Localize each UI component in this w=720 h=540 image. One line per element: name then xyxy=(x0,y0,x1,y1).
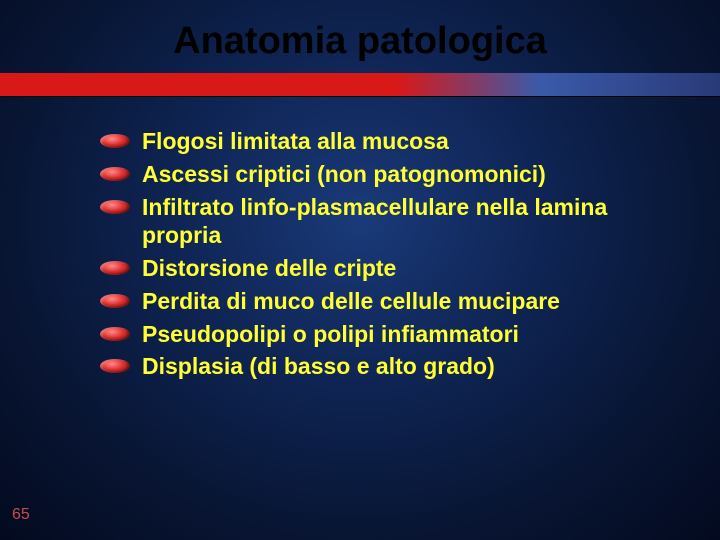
bullet-icon xyxy=(100,134,130,148)
bullet-icon xyxy=(100,327,130,341)
list-item-text: Distorsione delle cripte xyxy=(142,254,396,283)
list-item: Perdita di muco delle cellule mucipare xyxy=(100,287,630,316)
bullet-icon xyxy=(100,359,130,373)
list-item-text: Displasia (di basso e alto grado) xyxy=(142,352,495,381)
bullet-icon xyxy=(100,167,130,181)
list-item: Distorsione delle cripte xyxy=(100,254,630,283)
bullet-icon xyxy=(100,294,130,308)
divider-bar xyxy=(0,73,720,97)
list-item: Flogosi limitata alla mucosa xyxy=(100,127,630,156)
page-number: 65 xyxy=(12,506,30,524)
list-item-text: Perdita di muco delle cellule mucipare xyxy=(142,287,560,316)
bullet-list: Flogosi limitata alla mucosa Ascessi cri… xyxy=(0,97,720,381)
bullet-icon xyxy=(100,261,130,275)
slide-title: Anatomia patologica xyxy=(0,0,720,73)
list-item-text: Infiltrato linfo-plasmacellulare nella l… xyxy=(142,193,630,251)
list-item: Ascessi criptici (non patognomonici) xyxy=(100,160,630,189)
list-item-text: Flogosi limitata alla mucosa xyxy=(142,127,449,156)
list-item-text: Pseudopolipi o polipi infiammatori xyxy=(142,320,519,349)
list-item: Infiltrato linfo-plasmacellulare nella l… xyxy=(100,193,630,251)
bullet-icon xyxy=(100,200,130,214)
list-item-text: Ascessi criptici (non patognomonici) xyxy=(142,160,546,189)
list-item: Pseudopolipi o polipi infiammatori xyxy=(100,320,630,349)
list-item: Displasia (di basso e alto grado) xyxy=(100,352,630,381)
